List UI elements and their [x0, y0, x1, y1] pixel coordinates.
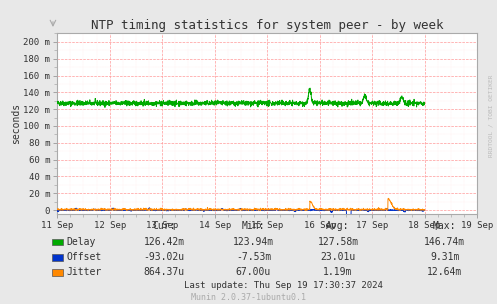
Text: 146.74m: 146.74m: [424, 237, 465, 247]
Text: 123.94m: 123.94m: [233, 237, 274, 247]
Text: RRDTOOL / TOBI OETIKER: RRDTOOL / TOBI OETIKER: [488, 74, 493, 157]
Text: Offset: Offset: [66, 252, 101, 262]
Text: Last update: Thu Sep 19 17:30:37 2024: Last update: Thu Sep 19 17:30:37 2024: [184, 281, 383, 290]
Title: NTP timing statistics for system peer - by week: NTP timing statistics for system peer - …: [91, 19, 443, 32]
Text: 12.64m: 12.64m: [427, 267, 462, 277]
Text: Min:: Min:: [242, 222, 265, 231]
Text: Munin 2.0.37-1ubuntu0.1: Munin 2.0.37-1ubuntu0.1: [191, 293, 306, 302]
Text: Delay: Delay: [66, 237, 95, 247]
Text: 127.58m: 127.58m: [318, 237, 358, 247]
Text: 1.19m: 1.19m: [323, 267, 353, 277]
Text: 23.01u: 23.01u: [321, 252, 355, 262]
Y-axis label: seconds: seconds: [10, 103, 20, 144]
Text: Cur:: Cur:: [152, 222, 176, 231]
Text: -93.02u: -93.02u: [144, 252, 184, 262]
Text: 864.37u: 864.37u: [144, 267, 184, 277]
Text: 126.42m: 126.42m: [144, 237, 184, 247]
Text: Avg:: Avg:: [326, 222, 350, 231]
Text: Max:: Max:: [433, 222, 457, 231]
Text: Jitter: Jitter: [66, 267, 101, 277]
Text: -7.53m: -7.53m: [236, 252, 271, 262]
Text: 67.00u: 67.00u: [236, 267, 271, 277]
Text: 9.31m: 9.31m: [430, 252, 460, 262]
